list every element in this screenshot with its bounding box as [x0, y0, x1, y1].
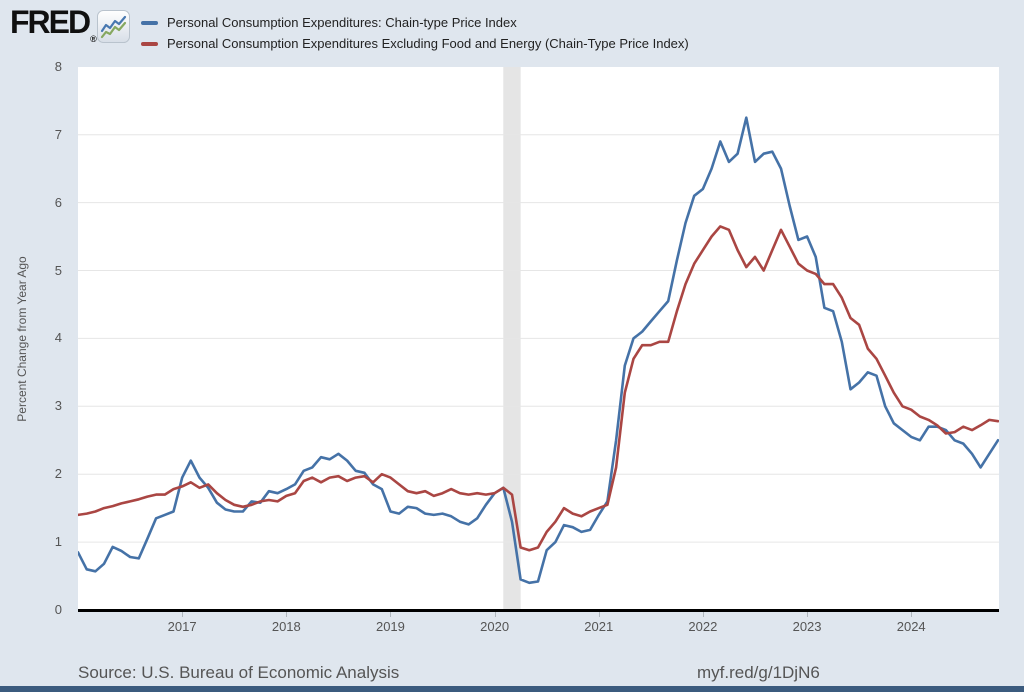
- plot-area: [76, 67, 1000, 612]
- x-tick-mark: [911, 612, 913, 617]
- y-tick-label: 6: [54, 194, 62, 210]
- x-tick-label: 2021: [584, 619, 614, 634]
- core-pce-line-series: [76, 225, 1000, 552]
- legend-item-core-pce: Personal Consumption Expenditures Exclud…: [141, 33, 689, 54]
- permalink-url[interactable]: myf.red/g/1DjN6: [697, 663, 820, 682]
- legend: Personal Consumption Expenditures: Chain…: [141, 12, 689, 54]
- legend-label-core-pce: Personal Consumption Expenditures Exclud…: [167, 36, 689, 51]
- x-tick-mark: [598, 612, 600, 617]
- x-tick-label: 2023: [792, 619, 822, 634]
- y-tick-label: 1: [54, 534, 62, 550]
- chart-canvas: [76, 67, 1000, 612]
- bottom-accent-bar: [0, 686, 1024, 692]
- x-tick-mark: [390, 612, 392, 617]
- legend-swatch-blue: [141, 20, 158, 25]
- x-tick-label: 2020: [480, 619, 510, 634]
- x-tick-mark: [807, 612, 809, 617]
- registered-mark: ®: [90, 34, 97, 44]
- x-tick-mark: [702, 612, 704, 617]
- y-tick-label: 8: [54, 58, 62, 74]
- y-tick-label: 4: [54, 330, 62, 346]
- y-tick-label: 2: [54, 466, 62, 482]
- x-tick-label: 2024: [896, 619, 926, 634]
- fred-logo-text: FRED: [10, 4, 91, 40]
- legend-label-pce: Personal Consumption Expenditures: Chain…: [167, 15, 517, 30]
- y-tick-label: 7: [54, 126, 62, 142]
- legend-swatch-red: [141, 41, 158, 46]
- x-tick-label: 2017: [167, 619, 197, 634]
- y-tick-label: 0: [54, 602, 62, 617]
- y-tick-label: 3: [54, 398, 62, 414]
- legend-item-pce: Personal Consumption Expenditures: Chain…: [141, 12, 689, 33]
- line-chart-icon: [97, 10, 130, 48]
- x-tick-label: 2019: [375, 619, 405, 634]
- x-tick-mark: [182, 612, 184, 617]
- pce-line-series: [76, 116, 1000, 585]
- x-tick-label: 2018: [271, 619, 301, 634]
- fred-logo[interactable]: FRED®: [10, 4, 97, 48]
- x-tick-label: 2022: [688, 619, 718, 634]
- x-tick-mark: [494, 612, 496, 617]
- y-tick-label: 5: [54, 262, 62, 278]
- source-note: Source: U.S. Bureau of Economic Analysis: [78, 663, 400, 682]
- x-tick-mark: [286, 612, 288, 617]
